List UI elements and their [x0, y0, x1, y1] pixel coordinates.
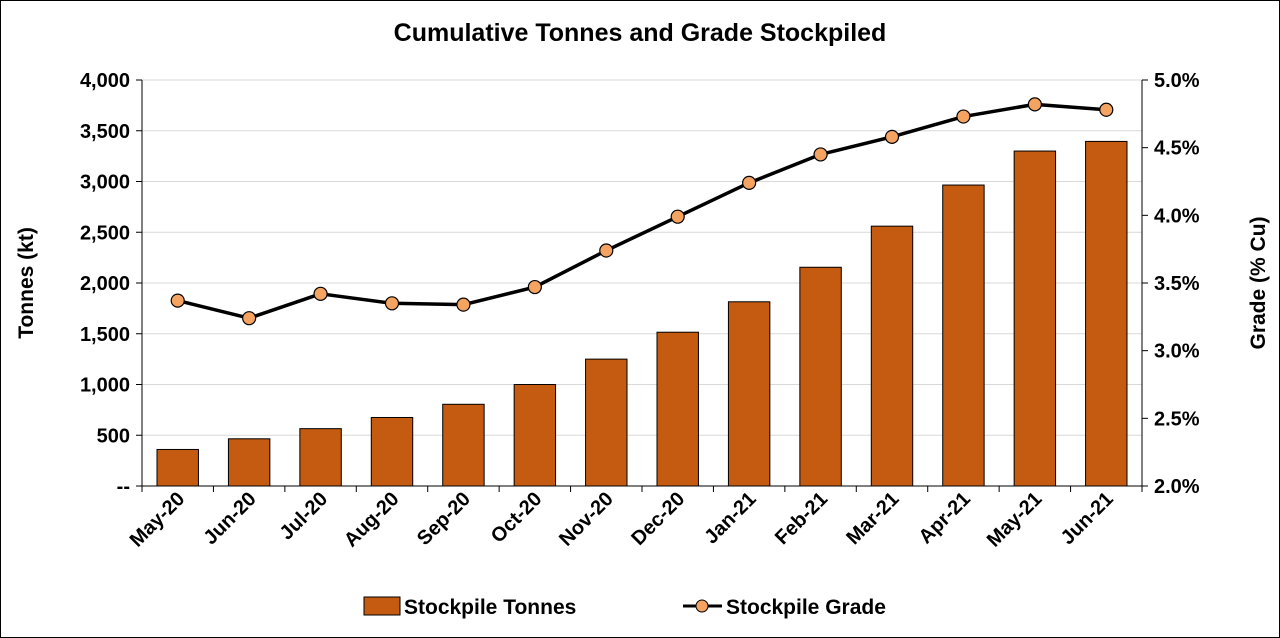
grade-point: [384, 296, 400, 311]
y2-axis-tick-labels: 2.0% 2.5% 3.0% 3.5% 4.0% 4.5% 5.0%: [1154, 70, 1200, 498]
bar: [1085, 140, 1128, 487]
x-tick-label: Mar-21: [842, 488, 903, 549]
bar: [442, 403, 485, 487]
grade-point: [456, 297, 471, 312]
bar: [370, 416, 414, 487]
bar: [799, 266, 842, 487]
y2-tick-label: 2.0%: [1154, 476, 1200, 498]
grade-line: [177, 102, 1107, 320]
x-tick-label: Jul-20: [276, 488, 332, 544]
y-tick-label: 500: [97, 425, 130, 447]
grade-point: [599, 243, 614, 258]
y-tick-label: 1,000: [80, 375, 130, 397]
bar: [942, 184, 985, 487]
x-tick-label: Apr-21: [915, 488, 975, 548]
bar-series-stockpile-tonnes: [156, 140, 1128, 487]
line-series-stockpile-grade: [170, 97, 1114, 326]
y2-tick-label: 3.5%: [1154, 273, 1200, 295]
x-tick-label: Oct-20: [487, 488, 547, 548]
y2-tick-label: 4.0%: [1154, 205, 1200, 227]
x-tick-label: Jun-21: [1057, 488, 1118, 549]
y-axis-label: Tonnes (kt): [15, 227, 38, 339]
grade-point: [956, 109, 971, 124]
y-tick-label: 3,500: [80, 121, 130, 143]
x-axis-tick-labels: May-20 Jun-20 Jul-20 Aug-20 Sep-20 Oct-20 Nov-…: [126, 488, 1118, 552]
x-tick-label: Feb-21: [771, 488, 832, 549]
grade-point: [1099, 102, 1114, 117]
chart-title: Cumulative Tonnes and Grade Stockpiled: [394, 19, 887, 47]
grade-point: [884, 129, 900, 144]
y-tick-label: 1,500: [80, 324, 130, 346]
x-tick-label: Jun-20: [200, 488, 261, 549]
x-tick-label: Sep-20: [413, 488, 475, 550]
y2-tick-label: 4.5%: [1154, 138, 1200, 160]
grade-point: [313, 286, 328, 301]
x-tick-label: Jan-21: [700, 488, 760, 548]
legend-label-stockpile-grade: Stockpile Grade: [726, 596, 886, 619]
grade-point: [742, 175, 757, 190]
x-tick-label: Aug-20: [340, 488, 403, 551]
y2-axis-label: Grade (% Cu): [1247, 216, 1270, 349]
y-tick-label: 2,000: [80, 273, 130, 295]
grade-point: [670, 209, 685, 224]
bar: [1013, 150, 1057, 487]
bar: [656, 331, 699, 487]
x-tick-label: Nov-20: [555, 488, 618, 551]
bar: [299, 428, 342, 487]
bar: [156, 448, 199, 487]
grade-point: [1027, 97, 1042, 112]
legend-swatch-stockpile-tonnes: [363, 596, 401, 616]
y-tick-label: 4,000: [80, 70, 130, 92]
grade-point: [813, 147, 828, 162]
bar: [585, 358, 628, 487]
bar: [870, 225, 914, 487]
y-tick-label: 3,000: [80, 172, 130, 194]
grade-point: [170, 293, 185, 308]
grade-point: [527, 279, 542, 295]
y-axis-tick-labels: -- 500 1,000 1,500 2,000 2,500 3,000 3,500 4,000: [80, 70, 130, 498]
gridlines: [142, 79, 1142, 436]
legend-label-stockpile-tonnes: Stockpile Tonnes: [404, 596, 576, 619]
y2-tick-label: 2.5%: [1154, 408, 1200, 430]
legend: Stockpile Tonnes Stockpile Grade: [363, 596, 886, 619]
y-tick-label: 2,500: [80, 222, 130, 244]
x-tick-label: May-20: [126, 488, 190, 552]
x-tick-label: Dec-20: [627, 488, 689, 550]
axes: [136, 79, 1148, 492]
y2-tick-label: 5.0%: [1154, 70, 1200, 92]
bar: [727, 301, 771, 487]
grade-point: [242, 311, 257, 326]
y2-tick-label: 3.0%: [1154, 341, 1200, 363]
legend-marker-stockpile-grade: [695, 599, 709, 613]
bar: [513, 384, 557, 487]
y-tick-label: --: [117, 476, 130, 498]
x-tick-label: May-21: [983, 488, 1047, 552]
bar: [227, 438, 271, 487]
